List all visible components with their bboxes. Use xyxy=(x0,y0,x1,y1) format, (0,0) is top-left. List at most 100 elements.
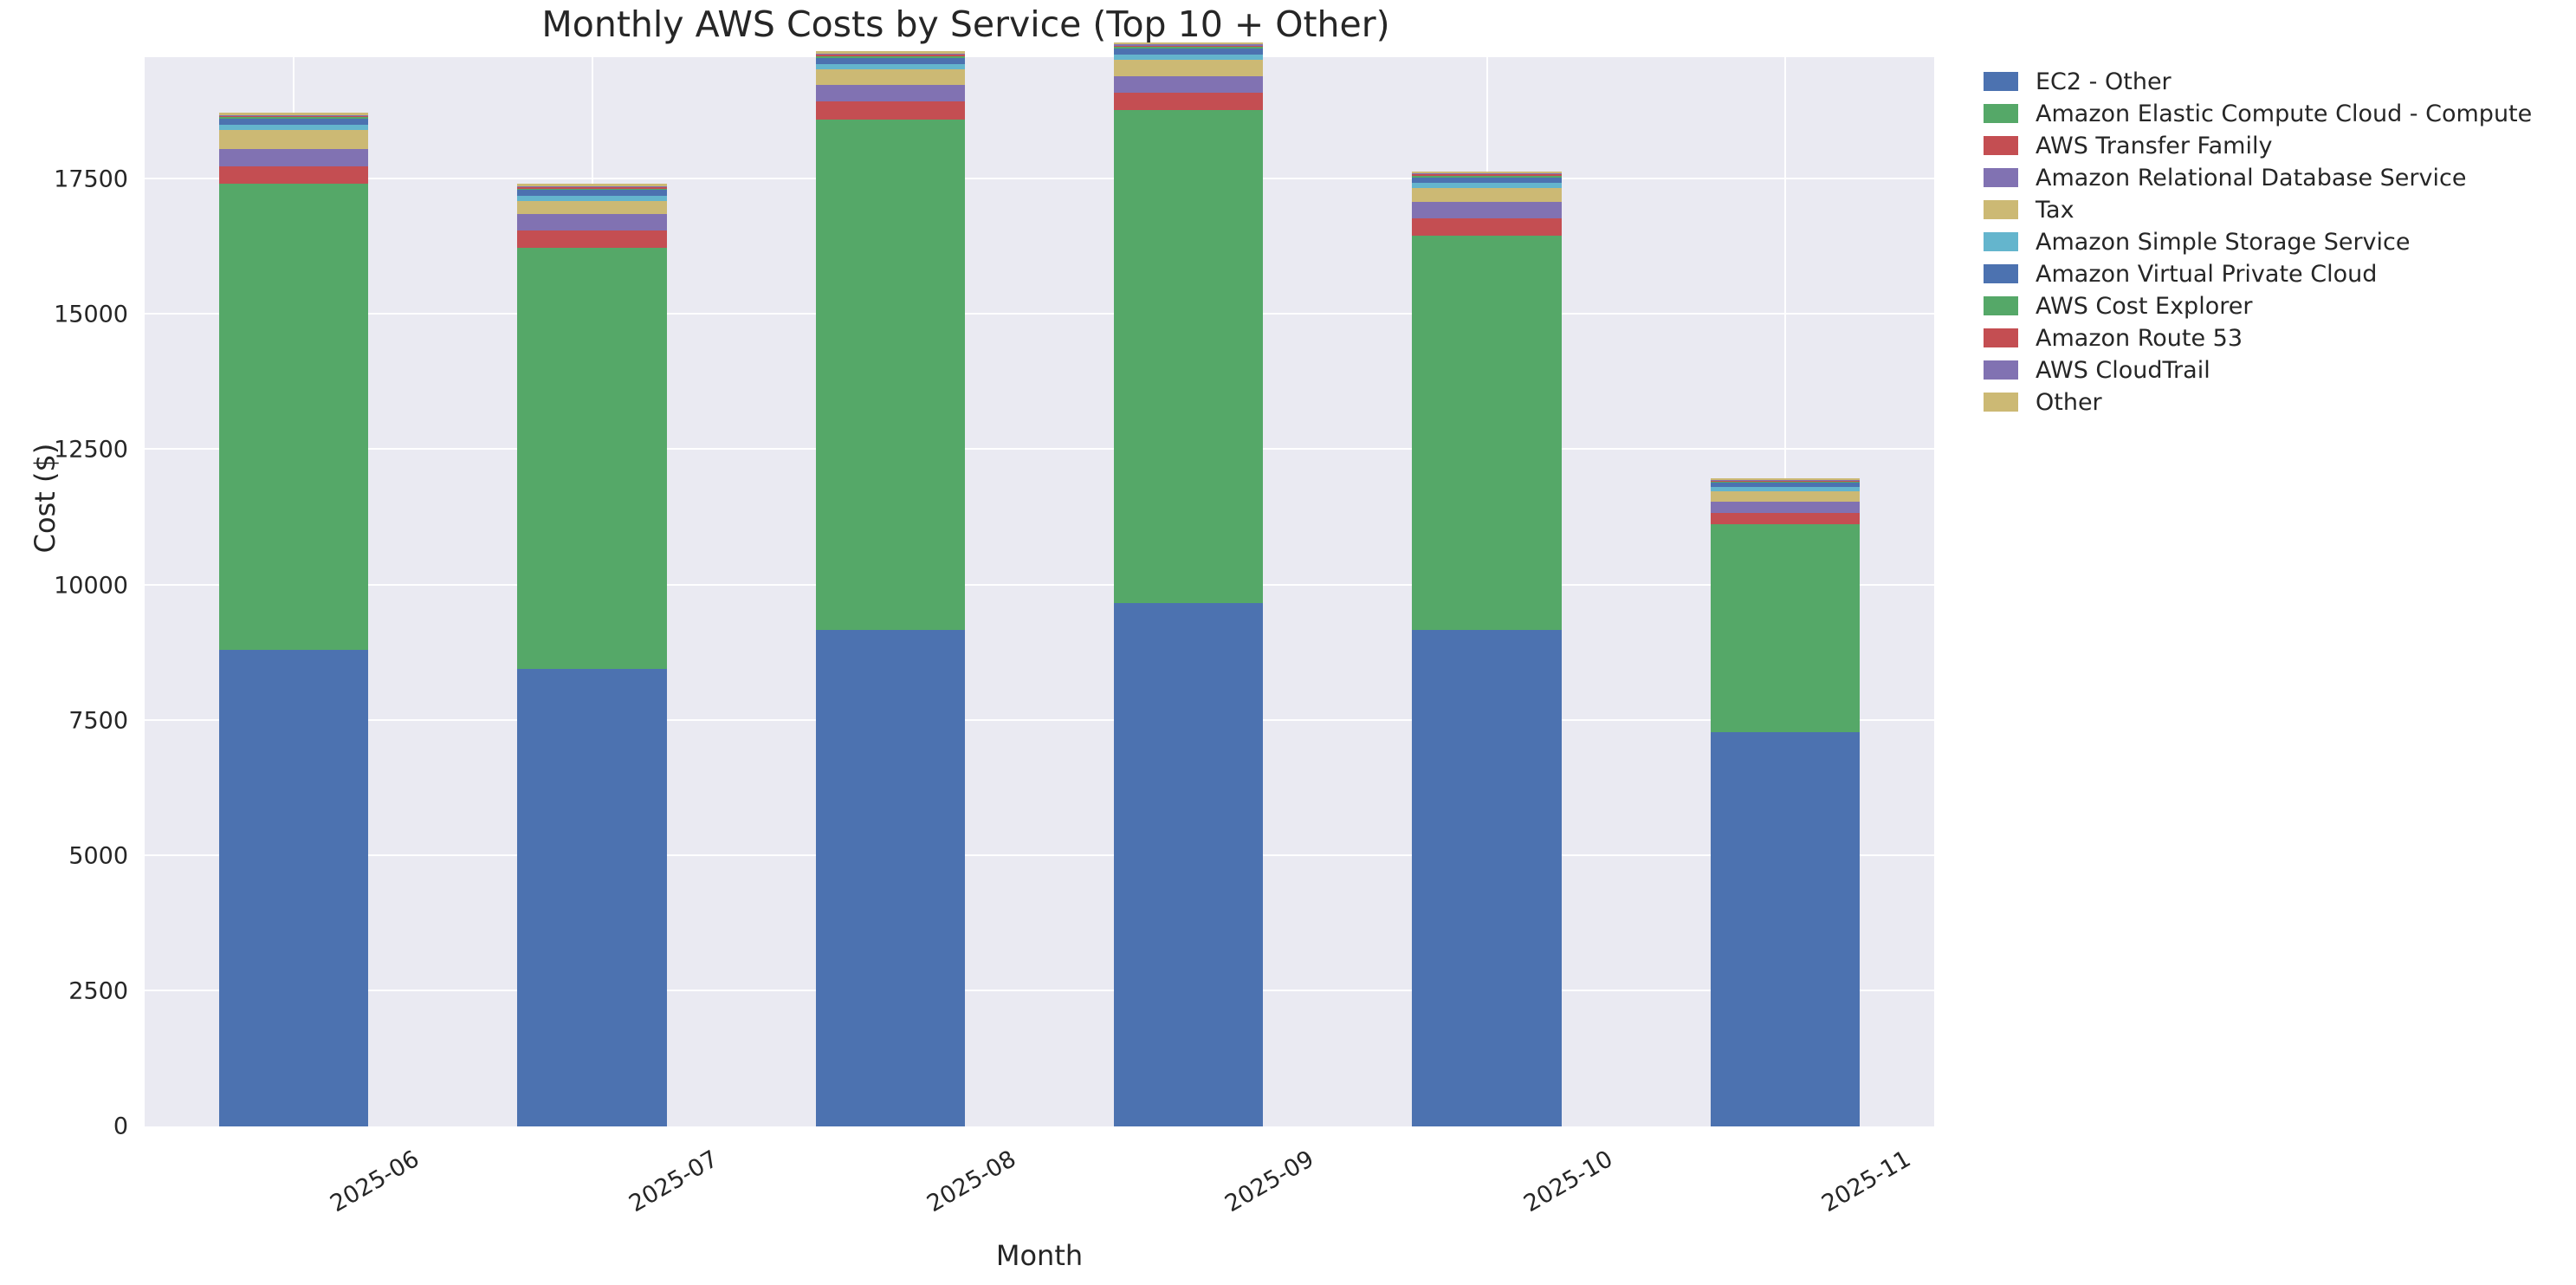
legend-item[interactable]: AWS Cost Explorer xyxy=(1984,290,2555,321)
bar-segment[interactable] xyxy=(1114,54,1264,61)
bar-segment[interactable] xyxy=(1412,175,1562,178)
bar-segment[interactable] xyxy=(815,51,965,54)
legend-item[interactable]: Amazon Simple Storage Service xyxy=(1984,226,2555,257)
legend-swatch-icon xyxy=(1984,393,2018,412)
bar-segment[interactable] xyxy=(1412,183,1562,189)
plot-area xyxy=(145,42,1934,1126)
legend-item-label: Amazon Relational Database Service xyxy=(2036,164,2467,191)
bar-segment[interactable] xyxy=(1710,477,1860,480)
bar-segment[interactable] xyxy=(1710,523,1860,732)
legend-item[interactable]: Amazon Elastic Compute Cloud - Compute xyxy=(1984,98,2555,129)
legend-item-label: AWS CloudTrail xyxy=(2036,356,2210,384)
bar-segment[interactable] xyxy=(219,125,369,131)
bar-segment[interactable] xyxy=(815,53,965,55)
legend-item[interactable]: Amazon Relational Database Service xyxy=(1984,162,2555,193)
bar-segment[interactable] xyxy=(219,119,369,126)
bar-segment[interactable] xyxy=(1412,177,1562,184)
x-axis-label: Month xyxy=(995,1239,1084,1272)
bar-segment[interactable] xyxy=(1114,602,1264,1126)
x-tick-label-2025-10: 2025-10 xyxy=(1518,1145,1617,1218)
bar-segment[interactable] xyxy=(517,185,667,188)
legend-swatch-icon xyxy=(1984,168,2018,187)
bar-segment[interactable] xyxy=(1710,479,1860,481)
bar-segment[interactable] xyxy=(219,184,369,651)
bar-segment[interactable] xyxy=(517,214,667,231)
bar-segment[interactable] xyxy=(219,130,369,150)
bar-segment[interactable] xyxy=(1412,629,1562,1126)
bar-segment[interactable] xyxy=(1114,47,1264,49)
bar-segment[interactable] xyxy=(1710,483,1860,488)
bar-stack-2025-06[interactable] xyxy=(219,112,369,1126)
page-title: Monthly AWS Costs by Service (Top 10 + O… xyxy=(541,3,1390,45)
bar-stack-2025-07[interactable] xyxy=(517,184,667,1126)
bar-segment[interactable] xyxy=(815,68,965,85)
bar-segment[interactable] xyxy=(1412,218,1562,237)
bar-segment[interactable] xyxy=(1412,202,1562,219)
legend-item[interactable]: EC2 - Other xyxy=(1984,66,2555,97)
bar-segment[interactable] xyxy=(1710,501,1860,513)
bar-segment[interactable] xyxy=(815,119,965,630)
bar-segment[interactable] xyxy=(219,166,369,185)
bar-segment[interactable] xyxy=(1710,480,1860,482)
bar-segment[interactable] xyxy=(517,187,667,189)
bar-segment[interactable] xyxy=(815,629,965,1126)
bar-segment[interactable] xyxy=(1114,110,1264,603)
bar-segment[interactable] xyxy=(1412,173,1562,175)
bar-segment[interactable] xyxy=(1710,491,1860,502)
bar-segment[interactable] xyxy=(1710,487,1860,492)
bar-segment[interactable] xyxy=(517,230,667,249)
bar-segment[interactable] xyxy=(517,248,667,670)
legend-item-label: AWS Cost Explorer xyxy=(2036,292,2253,320)
y-tick-label: 2500 xyxy=(68,977,128,1005)
bar-segment[interactable] xyxy=(219,114,369,116)
bar-segment[interactable] xyxy=(517,669,667,1126)
bar-segment[interactable] xyxy=(1114,93,1264,111)
bar-segment[interactable] xyxy=(1114,49,1264,55)
legend-swatch-icon xyxy=(1984,360,2018,380)
bar-segment[interactable] xyxy=(1412,174,1562,176)
bar-segment[interactable] xyxy=(1710,481,1860,483)
bar-segment[interactable] xyxy=(815,55,965,56)
legend-item[interactable]: AWS Transfer Family xyxy=(1984,130,2555,161)
legend-item[interactable]: Tax xyxy=(1984,194,2555,225)
bar-segment[interactable] xyxy=(219,650,369,1126)
bar-segment[interactable] xyxy=(1114,44,1264,46)
bar-segment[interactable] xyxy=(1114,60,1264,76)
legend-item-label: Tax xyxy=(2036,196,2074,224)
bar-segment[interactable] xyxy=(219,115,369,118)
bar-segment[interactable] xyxy=(815,101,965,120)
bar-segment[interactable] xyxy=(1412,171,1562,174)
bar-segment[interactable] xyxy=(815,55,965,58)
legend-swatch-icon xyxy=(1984,200,2018,219)
legend-item[interactable]: Amazon Virtual Private Cloud xyxy=(1984,258,2555,289)
bar-segment[interactable] xyxy=(517,195,667,201)
bar-segment[interactable] xyxy=(815,57,965,64)
bar-segment[interactable] xyxy=(815,63,965,69)
legend-item[interactable]: AWS CloudTrail xyxy=(1984,354,2555,386)
bar-segment[interactable] xyxy=(1710,512,1860,524)
bar-stack-2025-09[interactable] xyxy=(1114,42,1264,1126)
bar-segment[interactable] xyxy=(517,190,667,196)
bar-segment[interactable] xyxy=(219,112,369,115)
bar-segment[interactable] xyxy=(219,149,369,167)
legend-item[interactable]: Amazon Route 53 xyxy=(1984,322,2555,354)
x-tick-label-2025-08: 2025-08 xyxy=(922,1145,1021,1218)
legend-item-label: EC2 - Other xyxy=(2036,68,2171,95)
bar-segment[interactable] xyxy=(1114,42,1264,45)
bar-segment[interactable] xyxy=(1412,236,1562,630)
bar-segment[interactable] xyxy=(517,184,667,186)
legend-item-label: Other xyxy=(2036,388,2102,416)
bar-segment[interactable] xyxy=(1114,45,1264,48)
bar-segment[interactable] xyxy=(517,200,667,215)
bar-segment[interactable] xyxy=(1114,75,1264,94)
bar-segment[interactable] xyxy=(219,117,369,120)
bar-stack-2025-11[interactable] xyxy=(1710,477,1860,1126)
bar-segment[interactable] xyxy=(517,188,667,191)
legend-swatch-icon xyxy=(1984,232,2018,251)
bar-stack-2025-08[interactable] xyxy=(815,51,965,1126)
bar-segment[interactable] xyxy=(1412,188,1562,203)
legend-item[interactable]: Other xyxy=(1984,386,2555,418)
bar-segment[interactable] xyxy=(1710,731,1860,1126)
bar-stack-2025-10[interactable] xyxy=(1412,171,1562,1126)
bar-segment[interactable] xyxy=(815,84,965,102)
